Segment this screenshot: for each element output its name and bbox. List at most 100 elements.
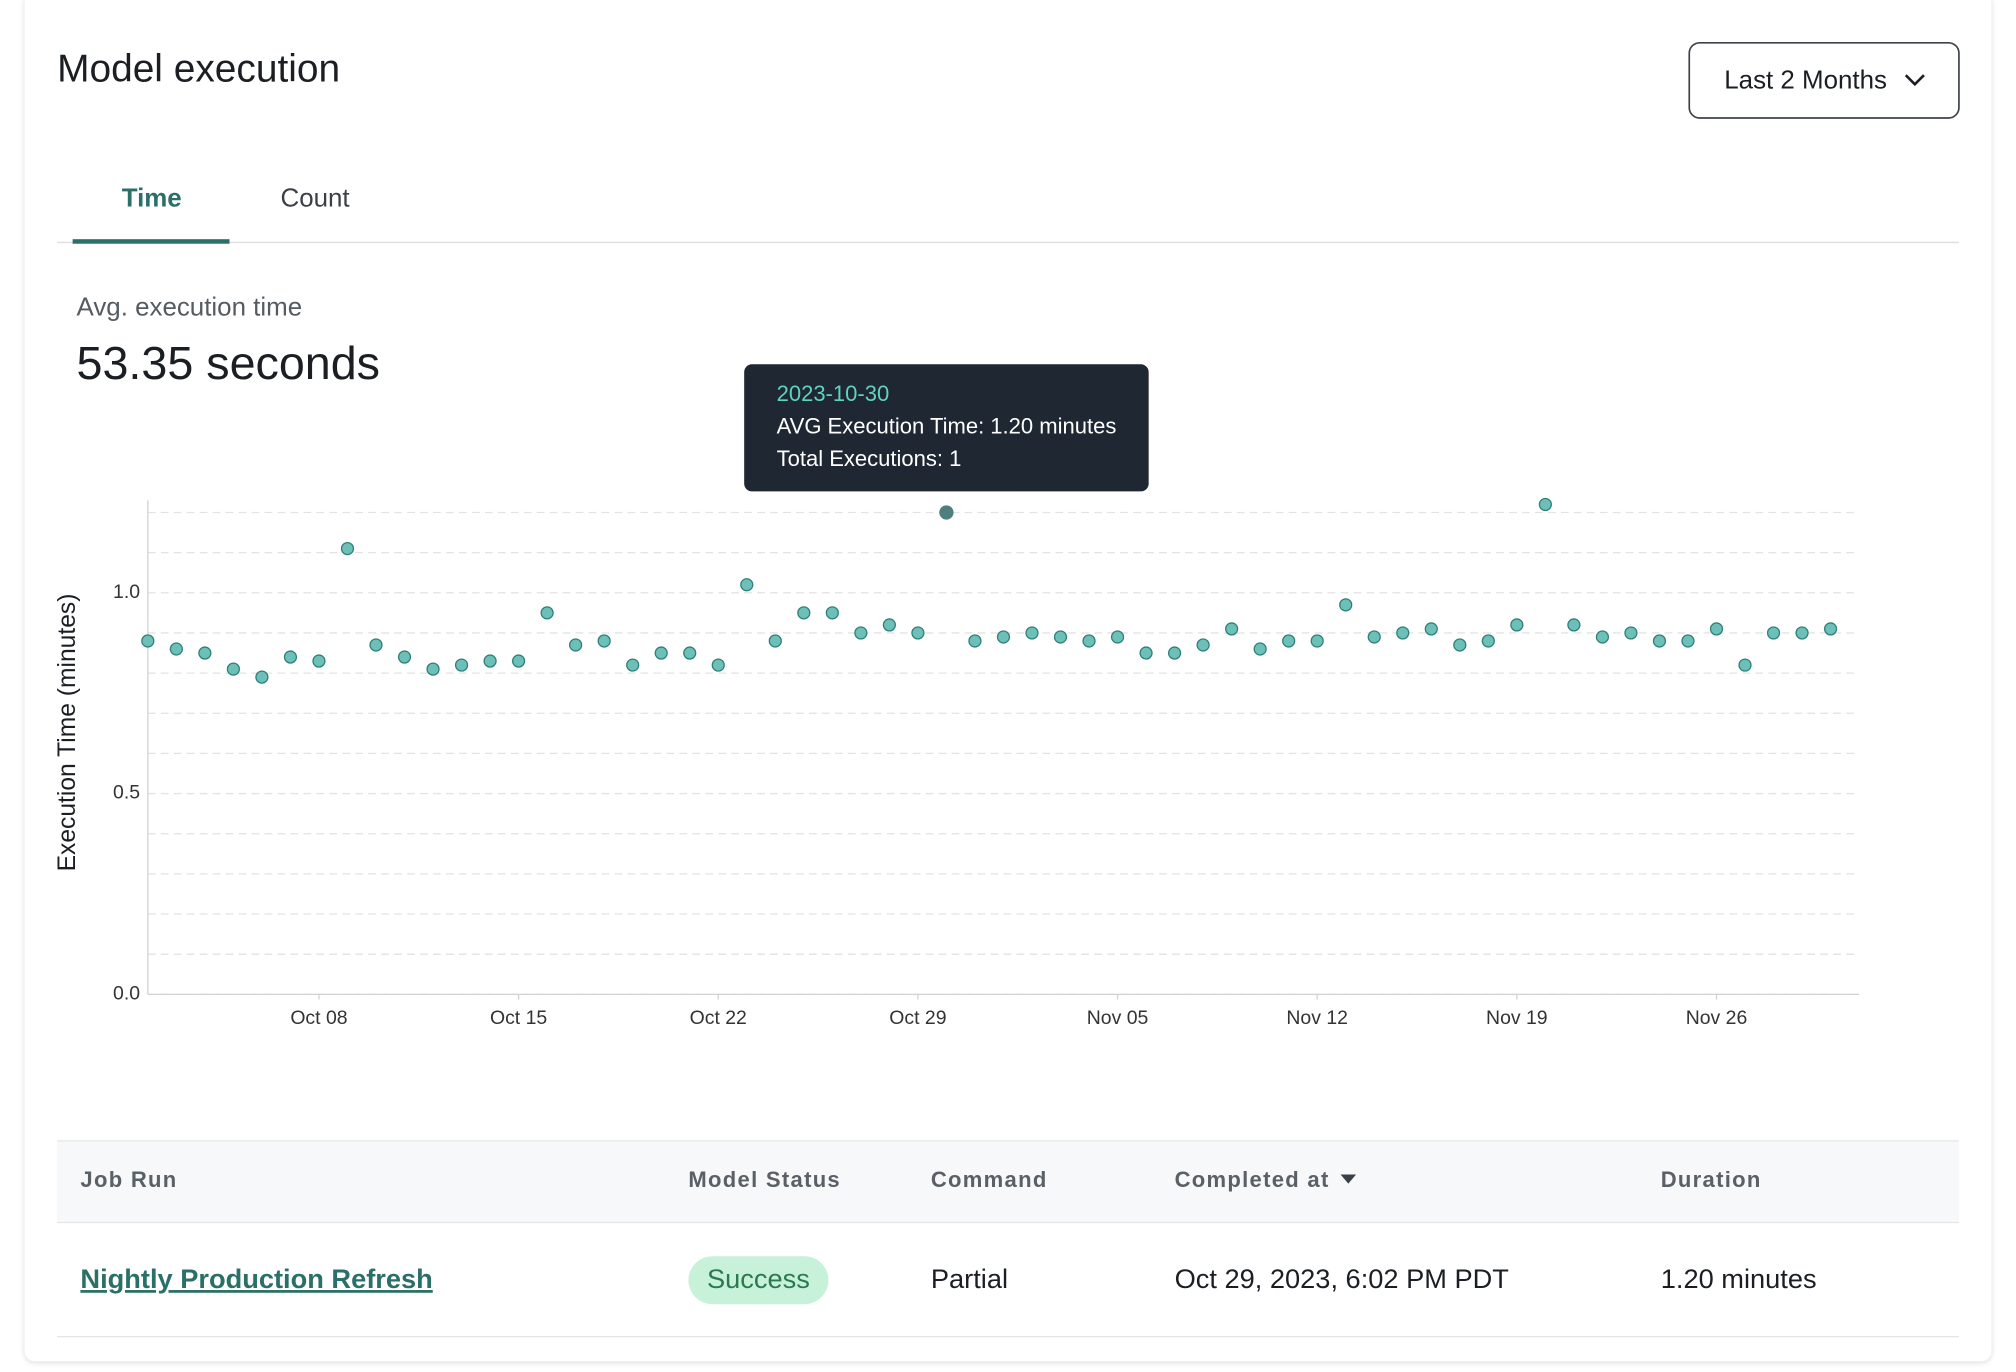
y-axis-title: Execution Time (minutes) <box>54 594 81 872</box>
column-header: Model Status <box>688 1167 841 1192</box>
cell: Oct 29, 2023, 6:02 PM PDT <box>1175 1263 1509 1294</box>
card-title: Model execution <box>57 48 340 91</box>
data-point <box>825 606 839 620</box>
tooltip: 2023-10-30 AVG Execution Time: 1.20 minu… <box>744 364 1149 492</box>
data-point <box>1139 646 1153 660</box>
data-point <box>1823 622 1838 636</box>
x-tick-label: Nov 26 <box>1686 1007 1748 1029</box>
data-point <box>968 634 982 648</box>
sort-icon[interactable] <box>1340 1174 1357 1184</box>
data-point <box>740 578 754 592</box>
dropdown-label[interactable]: Last 2 Months <box>1724 67 1887 95</box>
chevron-icon <box>1904 74 1925 87</box>
data-point <box>1396 626 1410 640</box>
data-point <box>882 618 896 632</box>
data-point <box>540 606 554 620</box>
cell: Partial <box>931 1263 1008 1294</box>
data-point <box>1310 634 1324 648</box>
data-point <box>911 626 925 640</box>
data-point <box>1595 630 1610 644</box>
data-point <box>996 630 1011 644</box>
data-point <box>569 638 583 652</box>
x-tick-label: Nov 05 <box>1087 1007 1149 1029</box>
data-point <box>141 634 155 648</box>
summary-value: 53.35 seconds <box>77 337 381 389</box>
column-header: Duration <box>1661 1167 1762 1192</box>
data-point <box>768 634 782 648</box>
tab-indicator <box>72 239 230 244</box>
status-text: Success <box>707 1263 810 1294</box>
data-point <box>626 658 640 672</box>
data-point <box>939 505 954 520</box>
y-tick-label: 1.0 <box>113 581 140 603</box>
data-point <box>1510 618 1524 632</box>
data-point <box>198 646 212 660</box>
data-point <box>1339 598 1353 612</box>
data-point <box>397 650 412 664</box>
column-header: Job Run <box>80 1167 177 1192</box>
column-header: Command <box>931 1167 1048 1192</box>
data-point <box>1795 626 1809 640</box>
data-point <box>1738 658 1752 672</box>
data-point <box>255 670 269 684</box>
plot-area: 0.0 0.5 1.0 Oct 08 Oct 15 Oct 22 Oct 29 Nov 05 N… <box>113 497 1860 1029</box>
data-point <box>511 654 526 668</box>
cell: 1.20 minutes <box>1661 1263 1817 1294</box>
data-point <box>797 606 811 620</box>
data-point <box>1225 622 1239 636</box>
data-point <box>426 662 440 676</box>
data-point <box>283 650 298 664</box>
table: Job Run Model Status Command Completed a… <box>57 1140 1959 1338</box>
x-tick-label: Oct 15 <box>490 1007 547 1029</box>
card <box>24 0 1992 1362</box>
data-point <box>340 541 355 556</box>
data-point <box>1282 634 1296 648</box>
tooltip-date: 2023-10-30 <box>777 381 890 406</box>
data-point <box>1196 638 1210 652</box>
x-tick-label: Nov 12 <box>1286 1007 1348 1029</box>
range-dropdown[interactable]: Last 2 Months <box>1688 41 1960 119</box>
data-point <box>169 642 183 656</box>
data-point <box>454 658 469 672</box>
data-point <box>1082 634 1096 648</box>
data-point <box>1367 630 1381 644</box>
y-tick-label: 0.0 <box>113 982 140 1004</box>
x-tick-label: Oct 29 <box>889 1007 946 1029</box>
x-tick-label: Nov 19 <box>1486 1007 1548 1029</box>
summary-label: Avg. execution time <box>77 293 303 321</box>
data-point <box>1167 646 1182 660</box>
column-header[interactable]: Completed at <box>1175 1167 1330 1192</box>
x-tick-label: Oct 22 <box>690 1007 747 1029</box>
data-point <box>1110 630 1125 644</box>
data-point <box>711 658 725 672</box>
y-tick-label: 0.5 <box>113 782 140 804</box>
x-tick-label: Oct 08 <box>290 1007 347 1029</box>
dropdown-box[interactable] <box>1688 41 1960 119</box>
data-point <box>1652 634 1667 648</box>
data-point <box>597 634 611 648</box>
data-point <box>1481 634 1495 648</box>
data-point <box>312 654 326 668</box>
tab-count[interactable]: Count <box>280 184 350 212</box>
job-run-link[interactable]: Nightly Production Refresh <box>80 1263 432 1294</box>
data-point <box>1424 622 1438 636</box>
tooltip-line: Total Executions: 1 <box>777 446 962 471</box>
data-point <box>1624 626 1638 640</box>
status-pill <box>688 1256 829 1305</box>
tooltip-line: AVG Execution Time: 1.20 minutes <box>777 414 1117 439</box>
data-point <box>1053 630 1068 644</box>
data-point <box>654 646 668 660</box>
data-point <box>1253 642 1267 656</box>
data-point <box>1681 634 1695 648</box>
tab-time[interactable]: Time <box>122 184 182 212</box>
tooltip-box <box>744 364 1149 492</box>
data-point <box>226 662 241 676</box>
table-header-bg <box>57 1140 1959 1223</box>
data-point <box>1766 626 1781 640</box>
data-point <box>369 638 383 652</box>
data-point <box>854 626 868 640</box>
data-point <box>1538 497 1552 512</box>
data-point <box>1453 638 1467 652</box>
data-point <box>483 654 497 668</box>
